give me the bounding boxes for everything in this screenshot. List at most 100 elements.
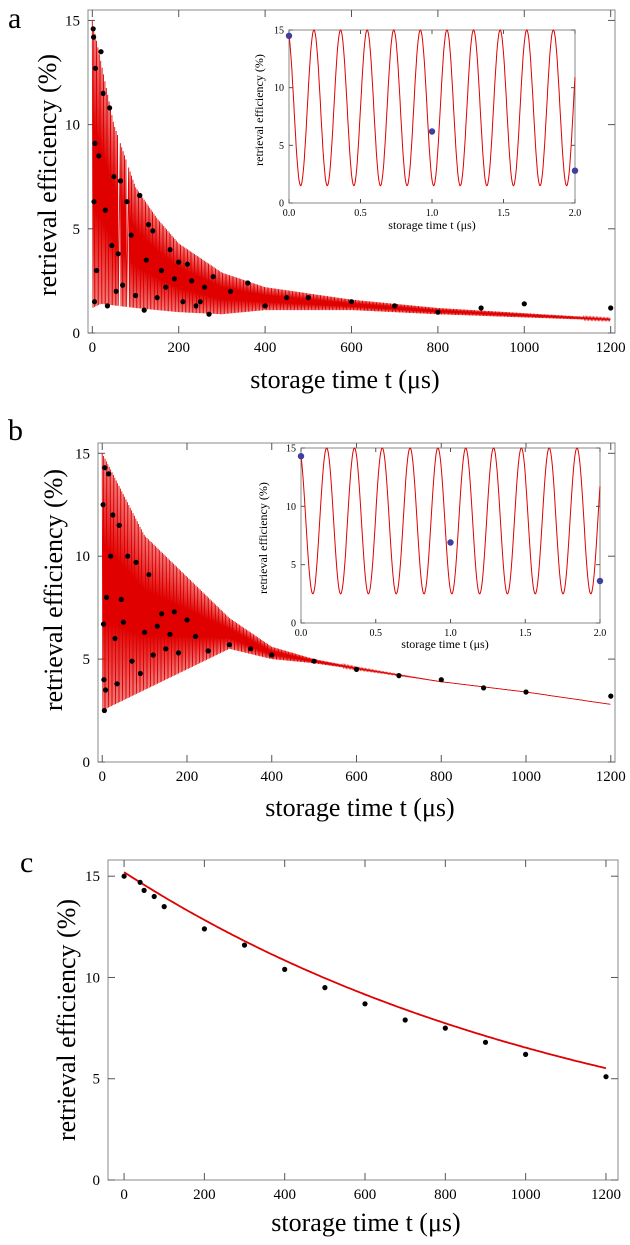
panel-a-data-point: [120, 282, 126, 288]
panel-a-data-point: [189, 278, 195, 284]
panel-b-data-point: [112, 635, 118, 642]
panel-b-data-point: [101, 677, 107, 683]
panel-a-data-point: [115, 251, 121, 257]
panel-a-data-point: [100, 90, 106, 96]
panel-b-data-point: [150, 652, 156, 658]
panel-a-xtick-label: 400: [254, 340, 277, 356]
panel-b-data-point: [438, 677, 444, 683]
panel-b-data-point: [103, 594, 110, 601]
panel-b-data-point: [311, 658, 317, 664]
panel-a-data-point: [145, 222, 152, 228]
panel-c-data-point: [362, 1001, 368, 1007]
panel-a-inset-xlabel: storage time t (μs): [388, 218, 475, 232]
panel-a-data-point: [184, 261, 190, 267]
panel-a-ytick-label: 10: [65, 118, 80, 134]
panel-b-inset-xtick-label: 1.0: [444, 628, 457, 639]
panel-a-data-point: [478, 305, 484, 311]
panel-b-data-point: [129, 658, 135, 664]
panel-a-data-point: [137, 192, 143, 199]
panel-a-inset-xtick-label: 1.5: [497, 208, 510, 219]
panel-a-data-point: [176, 259, 182, 265]
panel-b-data-point: [120, 619, 126, 625]
panel-a-xtick-label: 1200: [596, 340, 626, 356]
panel-a-ytick-label: 15: [65, 13, 80, 29]
panel-b-data-point: [125, 553, 131, 559]
panel-b-inset-data-point: [447, 539, 454, 546]
panel-a-data-point: [132, 292, 139, 299]
panel-b-inset-xtick-label: 0.0: [295, 628, 308, 639]
panel-b-data-point: [137, 670, 143, 677]
panel-c-ytick-label: 10: [85, 970, 100, 986]
panel-c-xtick-label: 400: [273, 1187, 296, 1203]
panel-a-data-point: [392, 303, 398, 309]
panel-letter-c: c: [20, 846, 33, 879]
panel-a-inset-xtick-label: 0.0: [283, 208, 296, 219]
panel-b-inset-xtick-label: 0.5: [370, 628, 383, 639]
panel-a-data-point: [608, 305, 614, 311]
panel-a-ytick-label: 5: [73, 222, 81, 238]
panel-a-inset-data-point: [285, 32, 293, 39]
panel-b-inset-ytick-label: 10: [286, 502, 296, 513]
panel-b-data-point: [248, 646, 254, 652]
panel-a-inset-ytick-label: 10: [274, 83, 284, 94]
panel-a-xtick-label: 1000: [509, 340, 539, 356]
panel-c-data-point: [442, 1025, 448, 1031]
panel-c-data-point: [322, 985, 328, 991]
panel-a-inset-xtick-label: 1.0: [426, 208, 439, 219]
panel-a-data-point: [167, 247, 173, 253]
panel-b-data-point: [396, 673, 402, 679]
panel-a-data-point: [245, 280, 251, 286]
panel-c-fit-curve: [123, 871, 607, 1070]
panel-c-data-point: [482, 1039, 489, 1045]
panel-b-data-point: [171, 609, 177, 615]
panel-a-xtick-label: 0: [89, 340, 97, 356]
panel-a-xlabel: storage time t (μs): [250, 365, 439, 394]
panel-b-inset-ytick-label: 0: [291, 619, 296, 630]
panel-a-data-point: [206, 311, 212, 317]
panel-a-data-point: [102, 207, 108, 213]
panel-b-inset-xlabel: storage time t (μs): [401, 637, 488, 651]
panel-b-data-point: [353, 666, 360, 673]
panel-b-inset-fit-curve: [300, 447, 601, 595]
panel-a-inset-ytick-label: 5: [279, 141, 284, 152]
panel-c-xtick-label: 1200: [591, 1187, 621, 1203]
panel-a-inset-fit-curve: [288, 29, 576, 187]
panel-a-data-point: [109, 242, 115, 249]
panel-b-inset-ylabel: retrieval efficiency (%): [256, 482, 270, 594]
panel-b-inset-ytick-label: 5: [291, 560, 296, 571]
panel-b-data-point: [269, 652, 275, 658]
panel-b-data-point: [608, 693, 614, 699]
panel-a-data-point: [180, 299, 186, 305]
panel-b-ytick-label: 0: [83, 755, 91, 771]
panel-c-xtick-label: 800: [434, 1187, 457, 1203]
panel-a-xtick-label: 200: [167, 340, 190, 356]
panel-c-data-point: [201, 926, 207, 932]
panel-a-data-point: [111, 174, 117, 180]
panel-b-ylabel: retrieval efficiency (%): [39, 469, 68, 711]
panel-a-data-point: [197, 299, 203, 305]
panel-b-xtick-label: 0: [98, 769, 106, 785]
panel-a-ylabel: retrieval efficiency (%): [33, 54, 62, 296]
panel-a-xtick-label: 600: [340, 340, 363, 356]
panel-a-data-point: [193, 303, 199, 309]
panel-a-inset-ylabel: retrieval efficiency (%): [252, 54, 266, 166]
panel-a-inset-ytick-label: 15: [274, 26, 284, 37]
panel-a-inset-data-point: [571, 167, 579, 174]
panel-b-data-point: [100, 621, 107, 627]
panel-c-ylabel: retrieval efficiency (%): [52, 899, 81, 1141]
panel-a-data-point: [158, 267, 164, 274]
panel-a-axes: 0 200 400 600 800 1000 1200 0 5 10 15: [65, 9, 626, 356]
panel-c-data-point: [523, 1051, 529, 1057]
panel-c-data-point: [141, 887, 147, 894]
panel-b-xtick-label: 800: [430, 769, 453, 785]
panel-b-data-point: [100, 502, 106, 508]
panel-a-data-point: [435, 309, 441, 315]
panel-a-data-point: [124, 199, 130, 205]
panel-b-data-point: [154, 623, 160, 629]
panel-b-data-point: [184, 617, 190, 623]
panel-b-ytick-label: 5: [83, 652, 91, 668]
panel-b-inset-xtick-label: 2.0: [594, 628, 607, 639]
panel-a-data-point: [128, 232, 134, 238]
panel-c-data-point: [282, 966, 288, 973]
